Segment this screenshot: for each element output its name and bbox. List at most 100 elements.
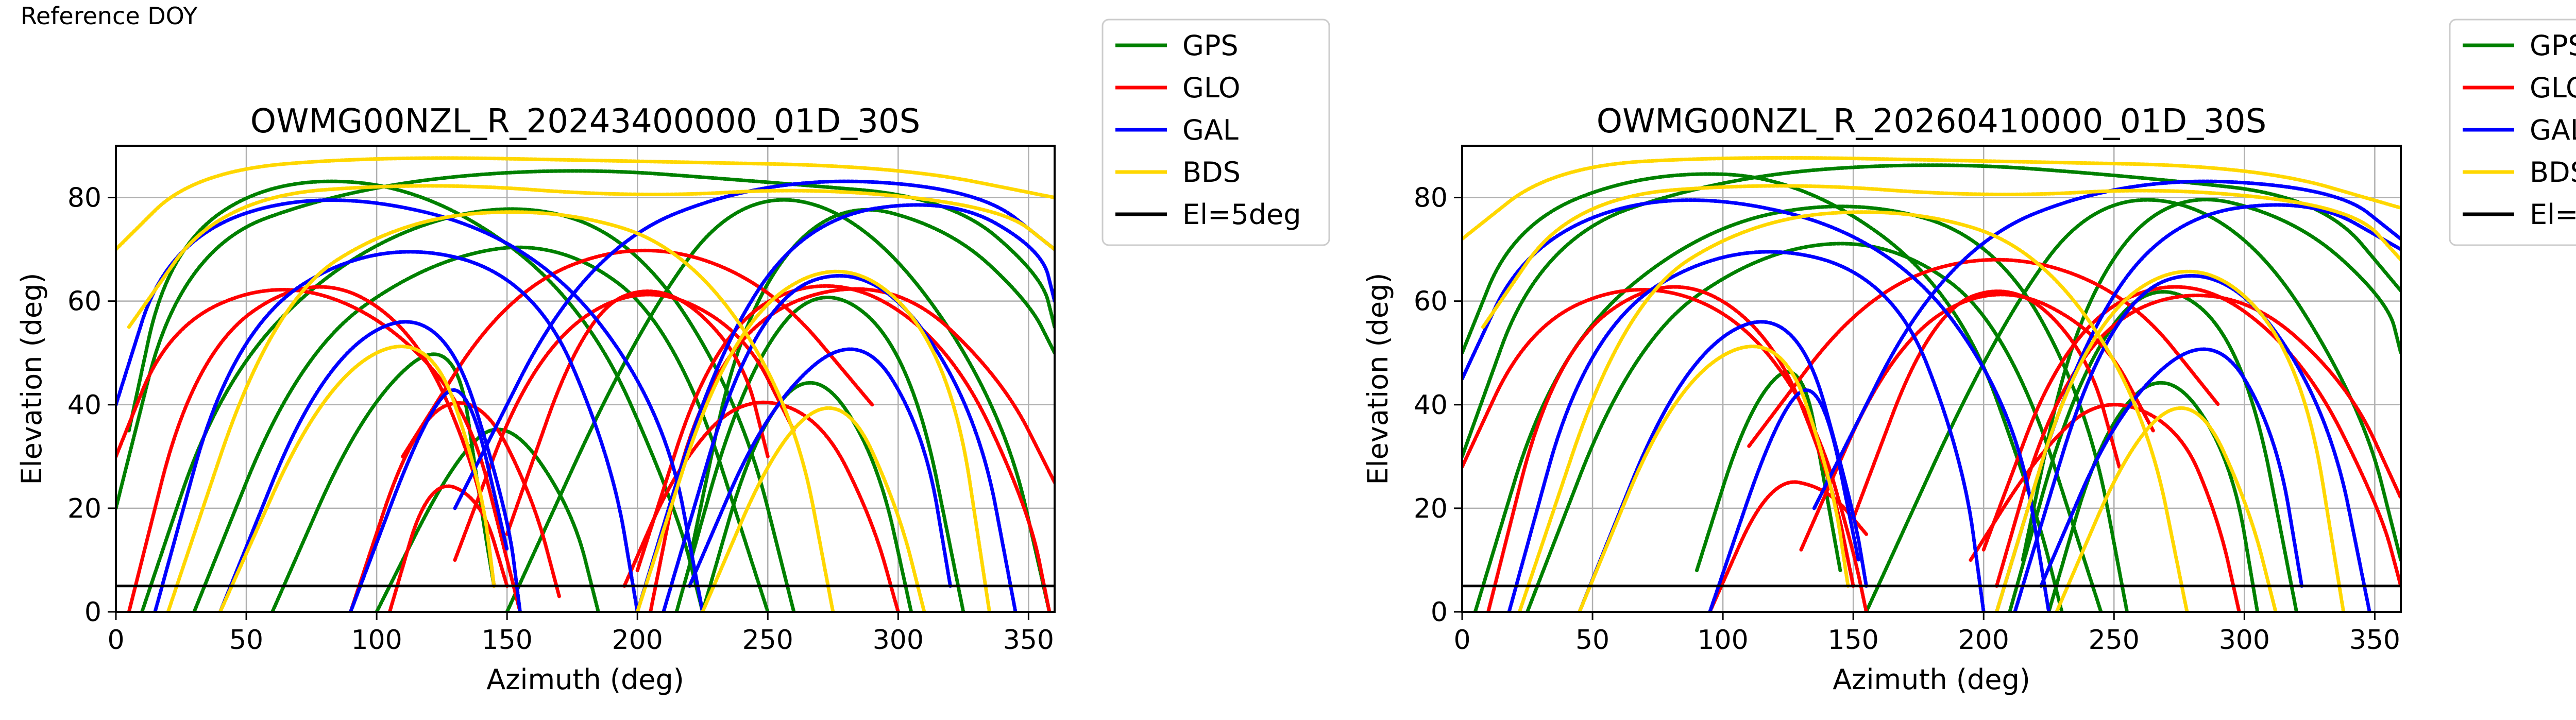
track-gal-0 — [1462, 198, 2051, 612]
legend-label: BDS — [2530, 156, 2576, 188]
legend-label: El=5deg — [2530, 198, 2576, 231]
track-glo-9 — [635, 284, 1052, 612]
track-glo-4 — [401, 248, 874, 458]
legend-label: GLO — [2530, 72, 2576, 104]
legend-label: El=5deg — [1182, 198, 1301, 231]
track-gal-7 — [687, 347, 953, 588]
x-tick-label: 0 — [1453, 625, 1470, 656]
reference-doy-label: Reference DOY — [21, 2, 198, 30]
satellite-tracks — [116, 156, 1055, 612]
track-glo-5 — [1969, 403, 2241, 612]
track-glo-4 — [1747, 258, 2221, 448]
track-gps-3 — [505, 198, 1052, 612]
y-axis-label: Elevation (deg) — [15, 273, 48, 485]
x-axis-label: Azimuth (deg) — [1833, 663, 2030, 696]
legend: GPS GLO GAL BDS El=5deg — [2449, 19, 2576, 246]
track-glo-5 — [387, 484, 509, 612]
track-glo-0 — [116, 288, 522, 612]
legend-label: GLO — [1182, 72, 1241, 104]
x-tick-label: 50 — [229, 625, 263, 656]
x-tick-label: 350 — [2349, 625, 2400, 656]
y-tick-label: 40 — [67, 390, 101, 421]
track-gal-2 — [635, 203, 1055, 612]
x-tick-label: 250 — [2089, 625, 2140, 656]
track-gps-3 — [1864, 198, 2401, 612]
track-glo-1 — [1995, 294, 2401, 588]
x-tick-label: 100 — [351, 625, 402, 656]
legend: GPS GLO GAL BDS El=5deg — [1101, 19, 1330, 246]
track-bds-4 — [127, 184, 1055, 329]
track-gps-4 — [2008, 290, 2299, 612]
y-tick-label: 60 — [1414, 286, 1448, 317]
track-glo-0 — [1462, 288, 1868, 612]
legend-label: GAL — [1182, 114, 1239, 146]
track-gps-9 — [701, 381, 913, 612]
track-gal-5 — [2013, 274, 2371, 612]
track-bds-3 — [635, 269, 991, 612]
track-bds-3 — [1995, 269, 2346, 612]
track-gal-6 — [153, 250, 639, 612]
track-gps-4 — [674, 296, 965, 612]
track-gal-4 — [453, 179, 1055, 510]
track-gps-8 — [2047, 381, 2260, 612]
legend-box — [2449, 19, 2576, 246]
plot-frame — [1461, 145, 2402, 613]
x-tick-label: 350 — [1003, 625, 1054, 656]
y-tick-label: 0 — [1431, 597, 1448, 628]
track-bds-4 — [1481, 184, 2401, 329]
track-bds-0 — [116, 156, 1055, 251]
legend-label: GPS — [2530, 29, 2576, 62]
y-tick-label: 60 — [67, 286, 101, 317]
track-gal-6 — [1507, 250, 1986, 612]
x-tick-label: 300 — [873, 625, 924, 656]
track-glo-8 — [1981, 285, 2401, 588]
legend-label: GAL — [2530, 114, 2576, 146]
x-tick-label: 200 — [612, 625, 663, 656]
y-tick-label: 0 — [84, 597, 101, 628]
track-glo-6 — [1851, 289, 2121, 521]
x-tick-label: 50 — [1575, 625, 1609, 656]
track-gal-3 — [349, 388, 509, 612]
track-bds-1 — [1517, 210, 2189, 612]
left-chart-panel: 0 50 100 150 200 250 300 350 0 20 40 60 80 OWMG00NZL_… — [15, 19, 1330, 696]
chart-title: OWMG00NZL_R_20243400000_01D_30S — [250, 102, 920, 141]
x-tick-label: 300 — [2219, 625, 2270, 656]
x-tick-label: 0 — [107, 625, 124, 656]
track-gps-1 — [1526, 242, 2103, 612]
track-gal-1 — [218, 320, 522, 612]
x-tick-label: 200 — [1958, 625, 2009, 656]
track-gal-4 — [1812, 179, 2401, 510]
x-tick-label: 100 — [1697, 625, 1748, 656]
plot-frame — [115, 145, 1056, 613]
chart-title: OWMG00NZL_R_20260410000_01D_30S — [1597, 102, 2266, 141]
track-bds-1 — [166, 210, 835, 612]
track-gps-7 — [116, 169, 1055, 510]
track-gps-2 — [127, 179, 705, 612]
track-gal-5 — [662, 274, 1018, 612]
track-glo-2 — [349, 401, 561, 612]
track-bds-5 — [701, 406, 926, 612]
track-bds-2 — [218, 345, 496, 612]
track-gal-3 — [1708, 388, 1860, 612]
y-tick-label: 20 — [67, 493, 101, 524]
x-tick-label: 150 — [482, 625, 533, 656]
legend-label: GPS — [1182, 29, 1239, 62]
legend-label: BDS — [1182, 156, 1241, 188]
track-bds-0 — [1462, 156, 2401, 241]
track-glo-7 — [505, 289, 770, 536]
y-tick-label: 40 — [1414, 390, 1448, 421]
track-bds-5 — [2055, 406, 2278, 612]
x-tick-label: 250 — [742, 625, 793, 656]
track-gal-7 — [2039, 347, 2304, 588]
x-axis-label: Azimuth (deg) — [486, 663, 684, 696]
legend-box — [1101, 19, 1330, 246]
y-tick-label: 80 — [67, 183, 101, 214]
y-tick-label: 80 — [1414, 183, 1448, 214]
satellite-tracks — [1462, 156, 2401, 612]
track-gps-1 — [192, 245, 770, 612]
y-tick-label: 20 — [1414, 493, 1448, 524]
track-gps-0 — [1473, 204, 2129, 612]
track-bds-2 — [1578, 345, 1850, 612]
y-axis-label: Elevation (deg) — [1362, 273, 1394, 485]
x-tick-label: 150 — [1828, 625, 1879, 656]
